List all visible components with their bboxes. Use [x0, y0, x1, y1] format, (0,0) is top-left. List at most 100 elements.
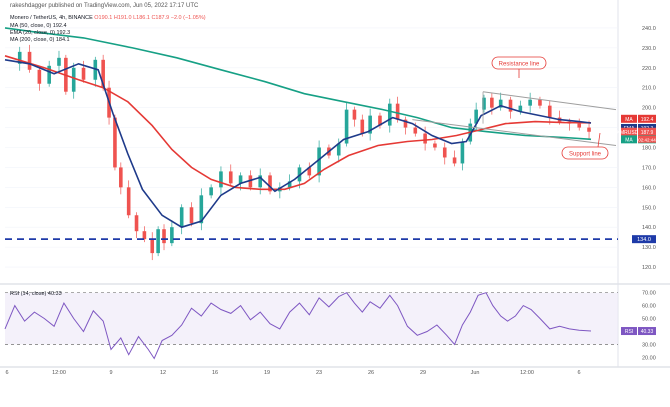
price-tag-name-bg [621, 127, 637, 136]
time-tick-label: 23 [316, 370, 322, 376]
price-tick-label: 230.0 [642, 46, 656, 52]
support-price-label: 134.0 [637, 237, 651, 243]
candle-body [413, 127, 418, 134]
price-tag-value: 187.9 [641, 130, 654, 136]
candle-body [126, 187, 131, 216]
candle-body [238, 175, 243, 184]
series-line-ma-200- [4, 27, 592, 141]
candle-body [248, 175, 253, 188]
price-tag-name-bg [621, 114, 637, 123]
resistance-annotation-label: Resistance line [499, 62, 540, 68]
candle-body [47, 65, 51, 84]
countdown-bg [638, 135, 656, 143]
time-tick-label: 6 [577, 370, 580, 376]
candle-body [433, 143, 437, 148]
candle-body [113, 117, 117, 168]
price-tick-label: 240.0 [642, 26, 656, 32]
rsi-tag-name-bg [621, 327, 637, 336]
support-annotation-pointer [597, 132, 601, 148]
price-tick-label: 160.0 [642, 185, 656, 191]
support-price-tag [632, 235, 656, 244]
candle-body [179, 207, 184, 228]
candle-body [403, 119, 408, 128]
candle-body [268, 175, 272, 192]
candle-body [27, 51, 32, 70]
price-tick-label: 210.0 [642, 86, 656, 92]
candle-body [189, 207, 194, 224]
indicator-ma50[interactable]: MA (50, close, 0) 192.4 [10, 23, 67, 29]
price-tag-value-bg [638, 114, 656, 123]
candle-body [37, 69, 42, 84]
candle-body [490, 97, 494, 108]
price-tick-label: 200.0 [642, 106, 656, 112]
price-tag-name-bg [621, 135, 637, 144]
candle-body [518, 105, 523, 112]
support-annotation-box [561, 146, 609, 160]
time-tick-label: 12:00 [520, 370, 534, 376]
time-tick-label: 12:00 [52, 370, 66, 376]
price-tag-name: XMRUSDT [617, 130, 642, 136]
rsi-band [5, 292, 618, 345]
rsi-tick-label: 50.00 [642, 317, 656, 323]
candle-body [134, 215, 139, 232]
candle-body [170, 227, 174, 244]
time-tick-label: 29 [420, 370, 426, 376]
pair-title: Monero / TetherUS, 4h, BINANCE O190.1 H1… [10, 15, 206, 21]
indicator-ma200[interactable]: MA (200, close, 0) 184.1 [10, 37, 70, 43]
candle-body [360, 119, 365, 134]
candle-body [101, 59, 105, 88]
candle-body [352, 109, 357, 120]
candle-body [368, 115, 372, 134]
rsi-tick-label: 20.00 [642, 355, 656, 361]
price-tick-label: 170.0 [642, 165, 656, 171]
time-tick-label: 9 [109, 370, 112, 376]
time-tick-label: Jun [471, 370, 480, 376]
price-tick-label: 130.0 [642, 245, 656, 251]
candle-body [156, 229, 160, 254]
candle-body [474, 109, 478, 124]
candle-body [317, 147, 321, 176]
candle-body [547, 105, 552, 118]
rsi-tag-name: RSI [625, 329, 633, 335]
candle-body [538, 99, 542, 106]
indicator-ema20[interactable]: EMA (20, close, 0) 192.3 [10, 30, 71, 36]
candle-body [219, 171, 223, 188]
candle-body [528, 99, 532, 106]
publisher-line: rakeshdagger published on TradingView.co… [10, 3, 199, 9]
ohlc-values: O190.1 H191.0 L186.1 C187.9 −2.0 (−1.05%… [94, 15, 206, 21]
rsi-tick-label: 60.00 [642, 304, 656, 310]
candle-body [307, 167, 312, 176]
price-tick-label: 220.0 [642, 66, 656, 72]
candle-body [81, 67, 86, 80]
support-annotation-label: Support line [569, 152, 602, 158]
candle-body [209, 187, 213, 196]
candle-body [577, 123, 582, 128]
candle-body [452, 157, 457, 164]
candle-body [162, 229, 166, 244]
candle-body [119, 167, 123, 188]
candle-body [287, 181, 292, 188]
price-tick-label: 140.0 [642, 225, 656, 231]
support-trendline [412, 119, 617, 147]
price-tag-value: 192.4 [641, 117, 654, 123]
candle-body [17, 51, 22, 64]
rsi-tick-label: 30.00 [642, 342, 656, 348]
rsi-tag-value-bg [638, 327, 656, 336]
candle-body [423, 133, 427, 144]
candle-body [297, 167, 302, 182]
candle-body [442, 147, 447, 158]
candle-body [71, 67, 76, 92]
candle-body [387, 103, 392, 126]
rsi-tag-value: 40.33 [641, 329, 654, 335]
candle-body [199, 195, 204, 224]
candle-body [482, 97, 486, 110]
rsi-indicator-label[interactable]: RSI (14, close) 40.33 [10, 291, 62, 297]
rsi-tick-label: 70.00 [642, 291, 656, 297]
time-tick-label: 26 [368, 370, 374, 376]
price-tick-label: 150.0 [642, 205, 656, 211]
time-tick-label: 12 [160, 370, 166, 376]
candle-body [508, 99, 513, 112]
price-tag-name: MA [625, 137, 633, 143]
rsi-line [4, 292, 592, 360]
